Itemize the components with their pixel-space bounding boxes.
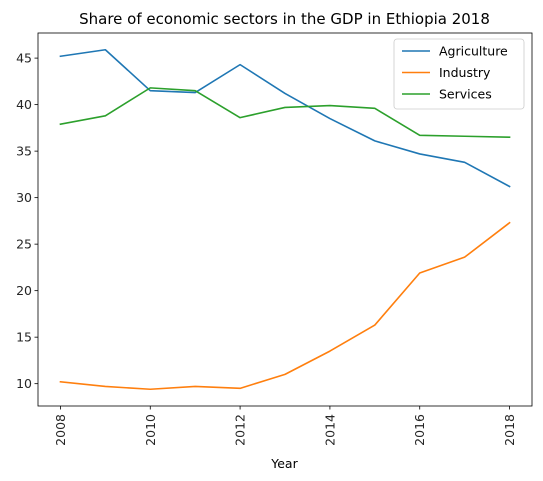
y-tick-label: 45 bbox=[16, 51, 32, 66]
x-tick-label: 2014 bbox=[322, 414, 337, 446]
x-axis-label: Year bbox=[270, 456, 298, 471]
x-tick-label: 2012 bbox=[233, 414, 248, 446]
chart-title: Share of economic sectors in the GDP in … bbox=[79, 10, 490, 28]
y-tick-label: 20 bbox=[16, 283, 32, 298]
y-tick-label: 10 bbox=[16, 376, 32, 391]
y-tick-label: 25 bbox=[16, 237, 32, 252]
y-tick-label: 30 bbox=[16, 190, 32, 205]
legend: Agriculture Industry Services bbox=[394, 39, 524, 109]
y-tick-label: 40 bbox=[16, 97, 32, 112]
x-tick-label: 2010 bbox=[143, 414, 158, 446]
y-tick-label: 15 bbox=[16, 330, 32, 345]
legend-label-services: Services bbox=[439, 87, 492, 102]
y-tick-label: 35 bbox=[16, 144, 32, 159]
legend-label-agriculture: Agriculture bbox=[439, 44, 508, 59]
x-tick-label: 2016 bbox=[412, 414, 427, 446]
legend-label-industry: Industry bbox=[439, 65, 491, 80]
x-tick-label: 2008 bbox=[53, 414, 68, 446]
x-tick-label: 2018 bbox=[502, 414, 517, 446]
